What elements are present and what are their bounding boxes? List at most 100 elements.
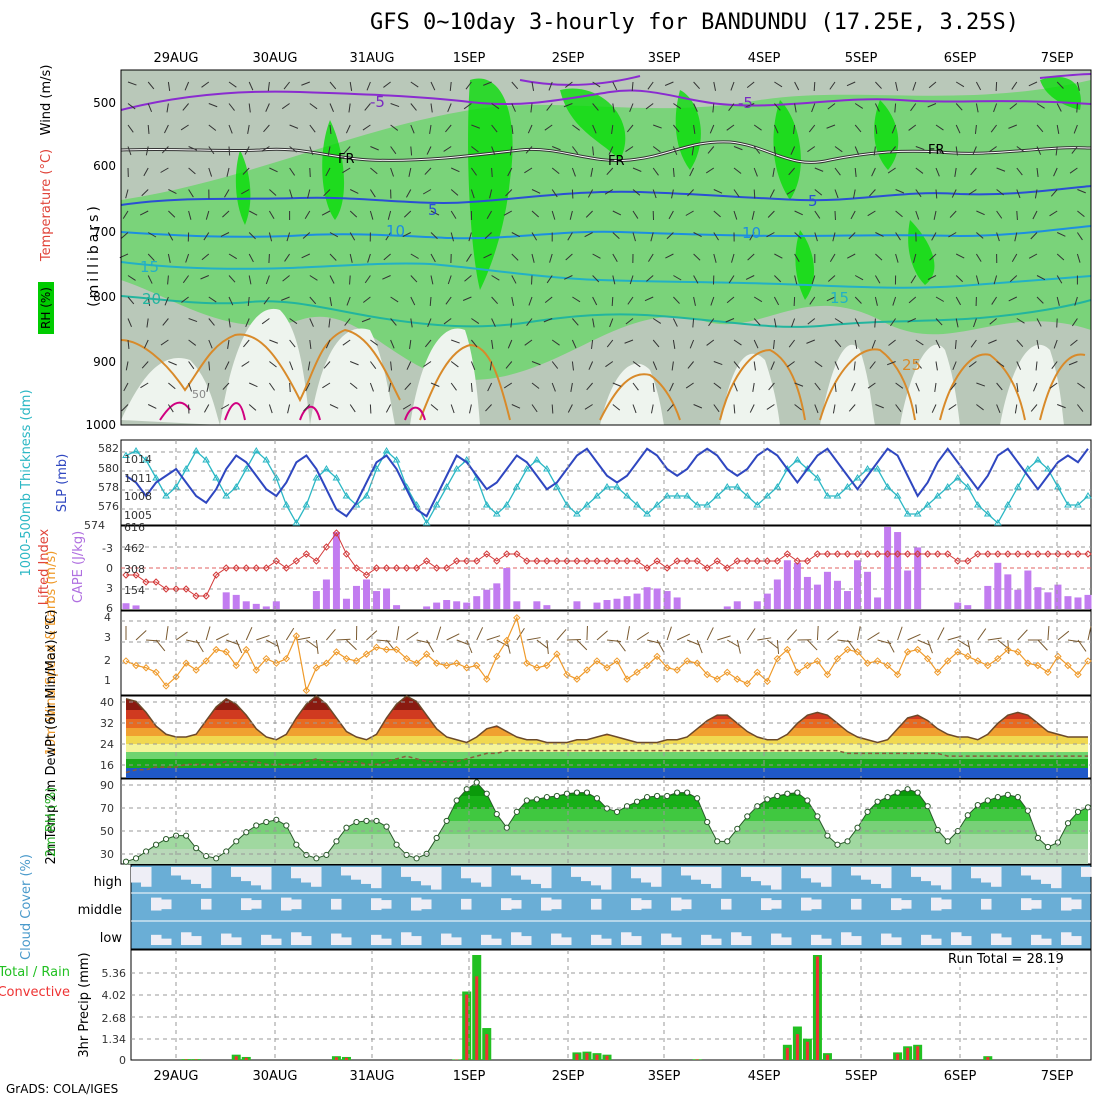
date-label: 7SEP	[1041, 51, 1074, 66]
upper-wind-barb	[125, 361, 129, 371]
upper-wind-barb	[733, 339, 742, 346]
upper-wind-barb	[1011, 81, 1018, 90]
surface-wind-barb	[787, 629, 798, 641]
upper-wind-barb	[988, 339, 997, 344]
cape-bar	[322, 579, 330, 609]
cloud-cell-high	[1041, 867, 1052, 884]
wind-speed-point	[833, 654, 842, 663]
cloud-cell-high	[601, 867, 612, 890]
upper-wind-barb	[874, 318, 876, 328]
thickness-point	[793, 456, 802, 463]
lifted-index-point	[162, 585, 170, 593]
upper-wind-barb	[284, 253, 291, 262]
upper-wind-barb	[1056, 124, 1060, 134]
cape-bar	[332, 532, 340, 609]
upper-wind-barb	[1071, 146, 1078, 154]
upper-wind-barb	[127, 296, 135, 305]
rh-point	[724, 838, 731, 845]
upper-wind-barb	[667, 404, 674, 412]
cloud-cell-low	[261, 934, 272, 945]
rh-point	[513, 808, 520, 815]
upper-wind-barb	[208, 124, 217, 131]
contour-label: FR	[928, 143, 945, 158]
cloud-cell-high	[241, 867, 252, 882]
cape-bar	[252, 603, 260, 609]
upper-wind-barb	[787, 361, 795, 368]
thickness-point	[623, 492, 631, 499]
cloud-cell-low	[931, 938, 942, 945]
surface-wind-barb	[446, 633, 460, 641]
cloud-cell-high	[571, 867, 582, 877]
cloud-cell-high	[541, 867, 552, 889]
upper-wind-barb	[268, 210, 275, 219]
upper-wind-barb	[422, 189, 432, 195]
cloud-cell-low	[491, 938, 502, 945]
upper-wind-barb	[281, 103, 290, 110]
upper-wind-barb	[827, 275, 836, 282]
upper-wind-barb	[301, 253, 311, 259]
upper-wind-barb	[348, 103, 351, 113]
cape-bar	[1084, 594, 1092, 609]
cloud-cell-high	[361, 867, 372, 884]
cape-bars	[122, 526, 1092, 609]
cloud-cell-high	[1081, 867, 1092, 877]
cape-bar	[663, 591, 671, 609]
cape-bar	[543, 605, 551, 609]
wind-speed-point	[202, 657, 210, 665]
upper-wind-barb	[140, 382, 149, 389]
upper-wind-barb	[693, 124, 696, 134]
precip-convective-bar	[795, 1034, 799, 1060]
wind-speed-point	[853, 648, 862, 656]
upper-wind-barb	[753, 124, 762, 131]
cape-bar	[232, 594, 240, 609]
upper-wind-barb	[269, 339, 278, 344]
upper-wind-barb	[650, 232, 654, 242]
thickness-point	[1013, 483, 1022, 490]
thickness-tick: 580	[98, 462, 119, 475]
pressure-tick: 700	[93, 225, 116, 239]
upper-wind-barb	[208, 318, 215, 326]
upper-wind-barb	[127, 124, 134, 133]
cloud-cell-high	[861, 867, 872, 880]
lifted-index-point	[332, 529, 341, 537]
upper-wind-barb	[182, 275, 190, 284]
lifted-index-point	[242, 564, 250, 572]
cape-bar	[593, 602, 601, 609]
lifted-index-point	[352, 564, 361, 572]
wind-speed-point	[823, 670, 832, 679]
precip-convective-bar	[184, 1059, 188, 1060]
upper-wind-barb	[991, 296, 998, 305]
upper-wind-barb	[1016, 339, 1024, 348]
upper-wind-barb	[430, 232, 438, 240]
rh-point	[363, 817, 370, 825]
lifted-index-point	[1054, 550, 1062, 558]
upper-wind-barb	[228, 146, 231, 156]
thickness-point	[522, 465, 531, 472]
upper-wind-barb	[996, 361, 1005, 367]
thickness-point	[122, 451, 130, 458]
thickness-point	[873, 465, 882, 472]
cloud-cell-middle	[631, 898, 642, 911]
wind-tick: 2	[104, 654, 111, 667]
upper-wind-barb	[263, 124, 270, 133]
rh-point	[593, 795, 601, 802]
upper-wind-barb	[713, 210, 721, 218]
upper-wind-barb	[851, 382, 856, 392]
upper-wind-barb	[912, 81, 917, 91]
cloud-cell-high	[801, 867, 812, 879]
upper-wind-barb	[269, 167, 278, 173]
cape-bar	[964, 605, 972, 609]
cloud-cell-low	[381, 938, 392, 945]
thickness-point	[392, 456, 401, 463]
pressure-tick: 500	[93, 96, 116, 110]
upper-wind-barb	[552, 146, 561, 151]
upper-wind-barb	[309, 124, 316, 133]
upper-wind-barb	[975, 103, 979, 113]
upper-wind-barb	[774, 81, 783, 88]
thickness-point	[643, 510, 651, 517]
thickness-point	[312, 474, 321, 481]
upper-wind-barb	[450, 189, 459, 196]
thickness-tick: 574	[84, 519, 105, 532]
cloud-cell-low	[1031, 934, 1042, 945]
precip-convective-bar	[986, 1056, 990, 1060]
